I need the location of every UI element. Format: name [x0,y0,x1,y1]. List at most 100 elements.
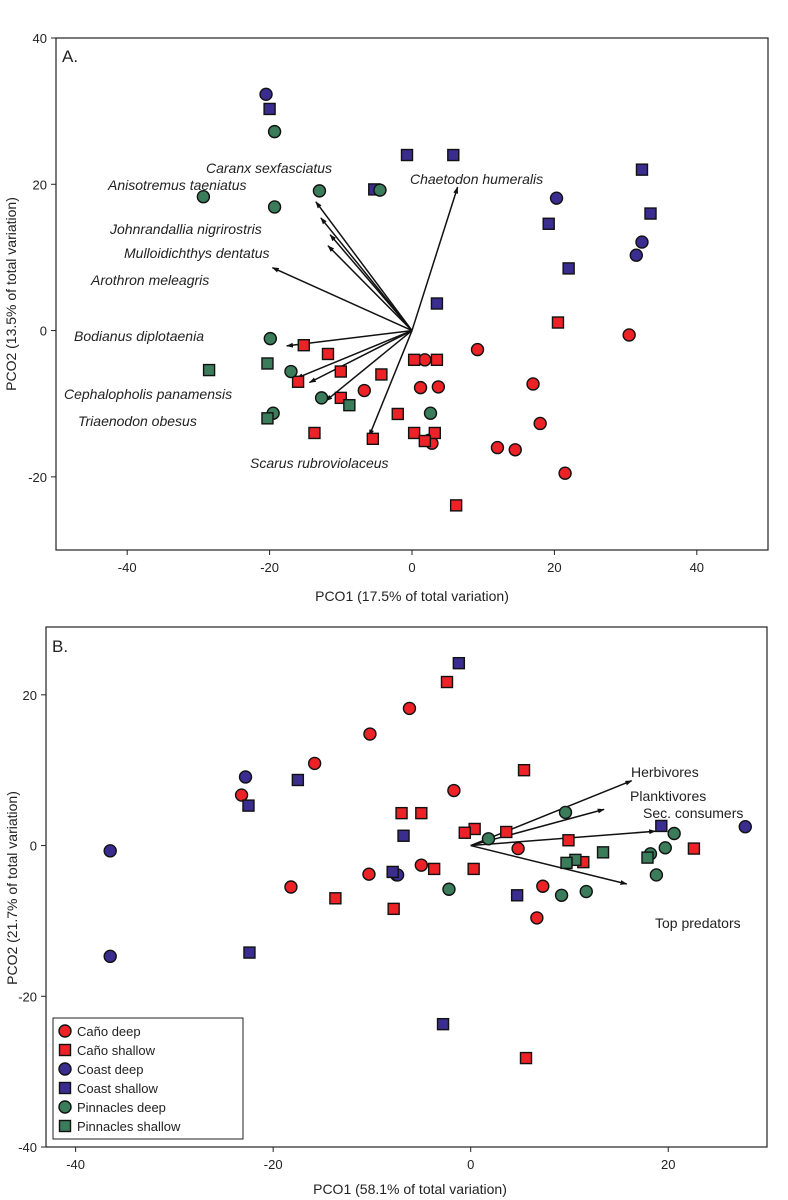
panel-a-frame [55,37,769,551]
vector-label-cephalopholis: Cephalopholis panamensis [64,386,232,402]
point-pinnacles-deep [579,884,593,899]
vector-label-caranx: Caranx sexfasciatus [206,160,332,176]
legend-entry-coast-deep: Coast deep [77,1062,144,1077]
point-cano-deep [402,701,417,716]
point-pinnacles-deep [312,184,327,198]
panel-b-label: B. [52,637,68,656]
y-tick-label: -40 [18,1140,37,1155]
point-pinnacles-deep [554,888,569,902]
y-tick-label: -20 [28,470,47,485]
point-coast-shallow [447,148,460,162]
point-pinnacles-shallow [343,398,356,412]
point-cano-shallow [375,368,388,381]
point-cano-deep [530,911,544,925]
vector-scarus-rubroviolaceus [368,330,413,437]
point-coast-shallow [655,819,668,833]
point-cano-shallow [297,339,310,352]
vector-arothron-meleagris [271,266,413,332]
point-pinnacles-shallow [596,846,610,859]
legend-entry-cano-deep: Caño deep [77,1024,141,1039]
y-tick-label: 20 [33,177,47,192]
point-cano-deep [508,443,522,457]
point-cano-shallow [517,763,531,777]
point-pinnacles-deep [196,190,211,204]
point-pinnacles-deep [284,364,298,379]
point-coast-shallow [436,1017,450,1031]
point-cano-shallow [500,825,513,839]
legend-marker-pinnacles-shallow [58,1119,72,1133]
point-pinnacles-shallow [641,851,654,864]
point-coast-deep [549,191,564,205]
point-coast-shallow [430,297,444,310]
point-cano-deep [413,380,428,395]
point-coast-deep [738,820,752,834]
panel-b-vector-labels: Herbivores Planktivores Sec. consumers T… [630,764,743,931]
x-tick-label: -20 [264,1157,283,1172]
panel-a-vectors [271,186,459,437]
legend-marker-cano-deep [58,1024,72,1038]
x-tick-label: 20 [547,560,561,575]
point-pinnacles-shallow [261,357,274,370]
vector-caranx-sexfasciatus [315,201,413,332]
vector-label-sec-consumers: Sec. consumers [643,805,743,821]
point-pinnacles-deep [667,826,681,841]
vector-label-planktivores: Planktivores [630,788,706,804]
point-cano-deep [357,383,371,398]
x-tick-label: 0 [408,560,415,575]
point-cano-shallow [415,806,428,820]
point-pinnacles-deep [481,832,496,846]
point-coast-shallow [243,946,256,959]
point-pinnacles-deep [558,805,573,820]
x-tick-label: -40 [118,560,137,575]
point-cano-shallow [407,426,421,440]
point-coast-shallow [644,207,657,220]
point-cano-shallow [395,806,408,820]
point-cano-deep [558,466,572,480]
point-cano-shallow [562,834,575,847]
point-coast-deep [103,949,117,964]
point-cano-deep [414,858,429,872]
panel-b-y-axis-label: PCO2 (21.7% of total variation) [4,791,20,985]
vector-label-triaenodon: Triaenodon obesus [78,413,197,429]
x-tick-label: -20 [260,560,279,575]
vector-triaenodon-obesus [325,329,413,402]
point-cano-shallow [308,426,321,440]
panel-b-ticks: -40 -20 0 20 -40 -20 0 20 [18,688,675,1172]
point-pinnacles-deep [423,406,438,420]
y-tick-label: 0 [30,839,37,854]
legend: Caño deep Caño shallow Coast deep Coast … [52,1017,244,1140]
point-pinnacles-deep [267,200,282,214]
vector-label-bodianus: Bodianus diplotaenia [74,328,204,344]
legend-markers [58,1024,72,1133]
point-cano-deep [234,788,249,802]
point-cano-deep [511,841,525,856]
point-cano-deep [431,380,446,394]
point-cano-deep [490,440,505,455]
point-cano-shallow [687,842,701,855]
panel-a-points [196,87,657,512]
vector-label-johnrandallia: Johnrandallia nigrirostris [109,221,262,237]
legend-marker-pinnacles-deep [58,1100,72,1114]
y-tick-label: -20 [18,989,37,1004]
point-cano-shallow [334,391,347,405]
point-coast-deep [238,770,253,784]
vector-label-scarus: Scarus rubroviolaceus [250,455,389,471]
point-cano-shallow [407,353,421,367]
panel-b: B. -40 -20 0 20 -40 -20 0 20 Herbivores Plankti… [4,626,768,1197]
point-cano-deep [284,880,298,894]
point-coast-deep [629,248,643,262]
x-tick-label: 40 [690,560,704,575]
point-cano-deep [526,377,540,391]
point-cano-shallow [440,675,454,689]
point-cano-deep [362,867,376,881]
point-cano-shallow [467,862,480,876]
point-cano-deep [533,416,547,431]
y-tick-label: 0 [40,324,47,339]
point-cano-shallow [418,434,432,448]
point-cano-shallow [334,365,347,378]
point-cano-shallow [366,432,380,446]
legend-entry-pinnacles-deep: Pinnacles deep [77,1100,166,1115]
vector-mulloidichthys-dentatus [327,245,413,332]
vector-label-anisotremus: Anisotremus taeniatus [107,177,247,193]
